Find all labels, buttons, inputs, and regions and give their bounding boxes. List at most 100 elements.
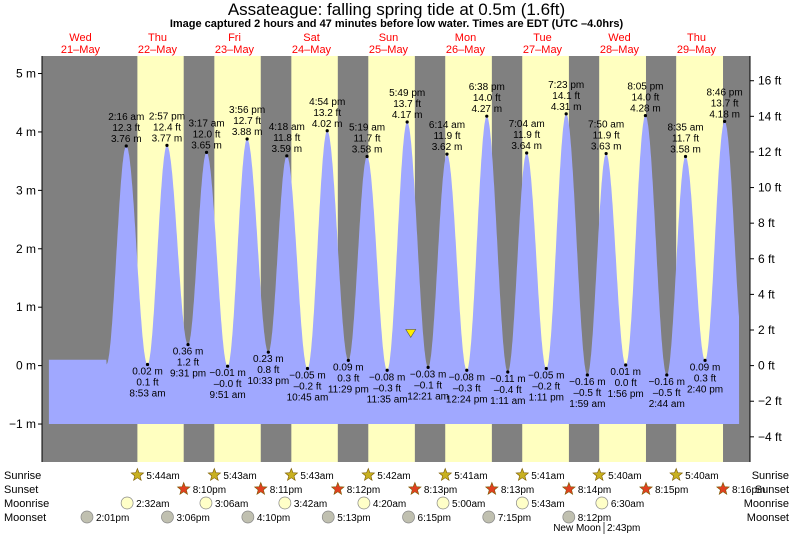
low-tide-point [426,365,430,369]
low-tide-point [544,366,548,371]
high-tide-m-label: 3.77 m [152,133,183,144]
moonset-time-label: 5:13pm [337,513,370,524]
low-tide-time-label: 2:40 pm [687,384,723,395]
sunrise-icon [515,467,530,481]
high-tide-m-label: 3.65 m [191,140,222,151]
low-tide-point [226,364,230,368]
low-tide-m-label: −0.16 m [569,377,605,388]
right-axis-tick-label: −2 ft [758,394,782,408]
high-tide-ft-label: 12.3 ft [112,123,140,134]
moonset-icon [562,510,576,524]
right-axis: −4 ft −2 ft 0 ft 2 ft 4 ft 6 ft 8 ft 10 ft 12 ft… [749,56,782,462]
high-tide-time-label: 4:54 pm [309,97,345,108]
high-tide-point [165,143,169,147]
row-label-left-sunset: Sunset [4,484,38,496]
moonrise-icon [595,496,609,510]
low-tide-m-label: −0.05 m [289,371,325,382]
date-label: 23–May [215,44,255,56]
right-axis-tick-label: 4 ft [758,287,775,301]
high-tide-ft-label: 12.0 ft [193,129,221,140]
date-label: 22–May [138,44,178,56]
sunset-icon [639,481,653,495]
day-of-week-label: Thu [148,32,167,44]
high-tide-ft-label: 11.9 ft [433,131,460,142]
moonrise-time-label: 5:00am [452,499,485,510]
high-tide-m-label: 3.62 m [432,142,463,153]
sunrise-row: 5:44am 5:43am 5:43am 5:42am 5:41am 5:41am 5:40… [130,467,719,482]
sunset-time-label: 8:12pm [347,485,380,496]
low-tide-point [305,366,310,371]
low-tide-m-label: 0.23 m [253,354,284,365]
left-axis-tick-label: 4 m [16,125,36,139]
high-tide-time-label: 5:19 am [349,122,385,133]
tide-series-area [48,113,740,425]
day-of-week-label: Thu [687,32,706,44]
low-tide-time-label: 1:11 pm [529,393,564,404]
right-axis-tick-label: 8 ft [758,216,775,230]
high-tide-point [564,112,568,116]
sunset-time-label: 8:13pm [424,485,457,496]
low-tide-ft-label: –0.2 ft [532,382,560,393]
high-tide-point [445,152,449,156]
moonrise-time-label: 3:06am [215,499,248,510]
sunset-time-label: 8:14pm [578,485,611,496]
row-label-right-moonset: Moonset [747,512,789,524]
low-tide-point [624,363,628,367]
low-tide-m-label: 0.09 m [690,362,721,373]
high-tide-point [365,154,369,159]
left-axis-tick-label: 3 m [16,183,36,197]
day-of-week-label: Fri [228,32,241,44]
left-axis: −1 m 0 m 1 m 2 m 3 m 4 m 5 m [9,56,43,462]
moonrise-time-label: 6:30am [611,499,644,510]
sunset-time-label: 8:16pm [732,485,765,496]
high-tide-point [485,114,489,118]
moonset-time-label: 2:01pm [96,513,129,524]
chart-title: Assateague: falling spring tide at 0.5m … [227,0,566,19]
high-tide-time-label: 8:35 am [667,122,703,133]
sunrise-time-label: 5:41am [454,471,487,482]
sunrise-icon [669,467,684,481]
sunset-time-label: 8:10pm [193,485,226,496]
low-tide-time-label: 11:35 am [367,394,408,405]
high-tide-m-label: 4.18 m [709,109,740,120]
low-tide-ft-label: 1.2 ft [177,358,199,369]
high-tide-point [604,151,608,156]
left-axis-tick-label: −1 m [9,417,36,431]
day-headers: Wed21–MayThu22–MayFri23–MaySat24–MaySun2… [61,32,717,56]
sunrise-icon [592,467,607,481]
left-axis-tick-label: 1 m [16,300,36,314]
high-tide-m-label: 3.58 m [670,144,701,155]
date-label: 25–May [369,44,409,56]
date-label: 24–May [292,44,332,56]
low-tide-point [506,370,510,374]
date-label: 29–May [677,44,717,56]
date-label: 28–May [600,44,640,56]
high-tide-time-label: 3:56 pm [229,105,265,116]
low-tide-m-label: −0.11 m [490,374,526,385]
row-labels: Sunrise Sunrise Sunset Sunset Moonrise Moonri… [4,470,789,524]
day-of-week-label: Wed [69,32,91,44]
moonrise-time-label: 5:43am [531,499,564,510]
low-tide-point [346,358,350,362]
moonrise-time-label: 2:32am [136,499,169,510]
sunrise-icon [284,467,299,481]
moonset-time-label: 3:06pm [176,513,209,524]
chart-subtitle: Image captured 2 hours and 47 minutes be… [169,18,624,30]
moonrise-icon [357,496,371,510]
high-tide-ft-label: 12.7 ft [233,116,261,127]
sunset-icon [253,481,268,495]
high-tide-time-label: 8:46 pm [707,87,743,98]
moonrise-icon [199,496,213,510]
high-tide-ft-label: 13.2 ft [313,108,341,119]
low-tide-ft-label: 0.0 ft [615,378,637,389]
right-axis-tick-label: 14 ft [758,109,782,123]
moonset-time-label: 8:12pm [578,513,611,524]
moonset-row: 2:01pm 3:06pm 4:10pm 5:13pm 6:15pm 7:15pm 8:12… [80,510,611,524]
left-axis-tick-label: 0 m [16,359,36,373]
low-tide-ft-label: –0.3 ft [453,383,481,394]
high-tide-ft-label: 11.7 ft [672,133,699,144]
high-tide-point [525,151,529,155]
left-axis-tick-label: 5 m [16,67,36,81]
sunset-icon [716,481,730,495]
